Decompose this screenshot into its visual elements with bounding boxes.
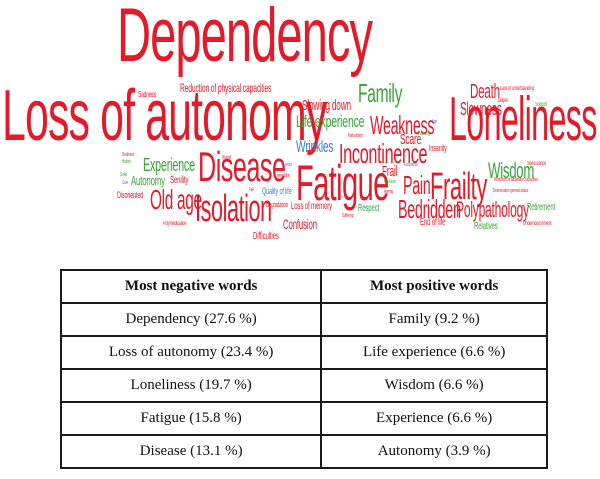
cloud-word-senescence: Senescence: [527, 161, 547, 167]
cloud-word-disoriented: Disoriented: [117, 190, 144, 200]
negative-cell: Loneliness (19.7 %): [59, 368, 323, 403]
table-header-row: Most negative words Most positive words: [59, 269, 548, 304]
cloud-word-pain: Pain: [403, 170, 431, 200]
table-row: Disease (13.1 %) Autonomy (3.9 %): [59, 434, 548, 469]
positive-cell: Family (9.2 %): [320, 302, 548, 337]
cloud-word-fall: Fall: [249, 187, 254, 193]
positive-cell: Autonomy (3.9 %): [320, 434, 548, 469]
cloud-word-support: Support: [535, 102, 548, 108]
cloud-word-age: Age: [432, 119, 438, 125]
cloud-word-old-age: Old age: [150, 184, 202, 215]
cloud-word-bedridden: Bedridden: [398, 194, 461, 224]
cloud-word-life-experience: Life experience: [296, 112, 365, 131]
cloud-word-isolation: Isolation: [195, 188, 272, 230]
cloud-word-sadness: Sadness: [138, 90, 157, 99]
cloud-word-polypathology: Polypathology: [456, 197, 529, 222]
cloud-word-undernourishment: Undernourishment: [523, 221, 552, 227]
cloud-word-quality-of-life: Quality of life: [262, 186, 292, 196]
cloud-word-kindness: Kindness: [384, 179, 396, 185]
cloud-word-lack-of-understanding: Lack of understanding: [500, 86, 534, 92]
cloud-word-senility: Senility: [170, 175, 189, 186]
cloud-word-disease: Disease: [198, 143, 286, 190]
cloud-word-fatigue: Fatigue: [296, 155, 389, 211]
positive-cell: Life experience (6.6 %): [320, 335, 548, 370]
cloud-word-insanity: Insanity: [429, 143, 447, 153]
cloud-word-slowing-down: Slowing down: [302, 97, 351, 114]
negative-cell: Fatigue (15.8 %): [59, 401, 323, 436]
cloud-word-polymedication: Polymedication: [163, 221, 187, 227]
cloud-word-relatives: Relatives: [474, 221, 498, 232]
positive-cell: Experience (6.6 %): [320, 401, 548, 436]
cloud-word-end-of-life: End of life: [420, 217, 446, 228]
negative-cell: Loss of autonomy (23.4 %): [59, 335, 323, 370]
cloud-word-listening: Listening: [418, 131, 430, 137]
negative-cell: Dependency (27.6 %): [59, 302, 323, 337]
cloud-word-malnutrition: Malnutrition: [348, 133, 363, 139]
cloud-word-scare: Scare: [400, 131, 422, 148]
cloud-word-suffering: Suffering: [342, 213, 354, 219]
cloud-word-assistance: Assistance: [404, 162, 418, 168]
header-negative: Most negative words: [59, 269, 323, 304]
cloud-word-loneliness: Loneliness: [449, 85, 597, 154]
cloud-word-wisdom: Wisdom: [488, 158, 535, 183]
cloud-word-diaper: Diaper: [498, 98, 509, 104]
cloud-word-death: Death: [470, 81, 500, 103]
cloud-word-smile: Smile: [120, 172, 128, 178]
table-row: Loss of autonomy (23.4 %) Life experienc…: [59, 335, 548, 370]
cloud-word-experience: Experience: [143, 155, 195, 175]
cloud-word-loss-of-autonomy: Loss of autonomy: [2, 76, 327, 156]
cloud-word-confusion: Confusion: [283, 216, 317, 232]
cloud-word-75-years: 75 years: [281, 162, 293, 168]
cloud-word-degradation: Degradation: [266, 202, 288, 209]
positive-cell: Wisdom (6.6 %): [320, 368, 548, 403]
cloud-word-deafness: Deafness: [122, 152, 135, 158]
cloud-word-autonomy: Autonomy: [131, 173, 165, 188]
cloud-word-dependency: Dependency: [117, 0, 373, 78]
cloud-word-frailty: Frailty: [430, 166, 487, 208]
cloud-word-frail: Frail: [382, 163, 398, 180]
cloud-word-respect: Respect: [358, 203, 380, 214]
word-cloud: Dependency Loss of autonomy Loneliness F…: [2, 0, 597, 242]
cloud-word-reduction-adaptation: Reduction of adaptation capacities: [494, 177, 538, 183]
cloud-word-difficulties: Difficulties: [253, 231, 279, 242]
cloud-word-wrinkles: Wrinkles: [296, 137, 334, 156]
cloud-word-weakness: Weakness: [370, 110, 435, 140]
negative-cell: Disease (13.1 %): [59, 434, 323, 469]
cloud-word-retirement: Retirement: [527, 202, 556, 213]
cloud-word-family: Family: [358, 78, 403, 108]
cloud-word-history: History: [122, 159, 131, 165]
cloud-word-ageing: Ageing: [384, 189, 393, 195]
cloud-word-loss-of-memory: Loss of memory: [291, 201, 333, 212]
cloud-word-reduction-physical: Reduction of physical capacities: [180, 81, 272, 95]
word-frequency-table: Most negative words Most positive words …: [59, 269, 548, 469]
cloud-word-slowness: Slowness: [460, 99, 502, 119]
cloud-word-care: Care: [122, 180, 129, 186]
table-row: Fatigue (15.8 %) Experience (6.6 %): [59, 401, 548, 436]
cloud-word-incontinence: Incontinence: [339, 138, 428, 169]
table-row: Loneliness (19.7 %) Wisdom (6.6 %): [59, 368, 548, 403]
cloud-word-wound: Wound: [222, 155, 232, 161]
cloud-word-deterioration: Deterioration general status: [493, 188, 529, 194]
header-positive: Most positive words: [320, 269, 548, 304]
table-row: Dependency (27.6 %) Family (9.2 %): [59, 302, 548, 337]
cloud-word-immobility: Immobility: [277, 173, 290, 179]
